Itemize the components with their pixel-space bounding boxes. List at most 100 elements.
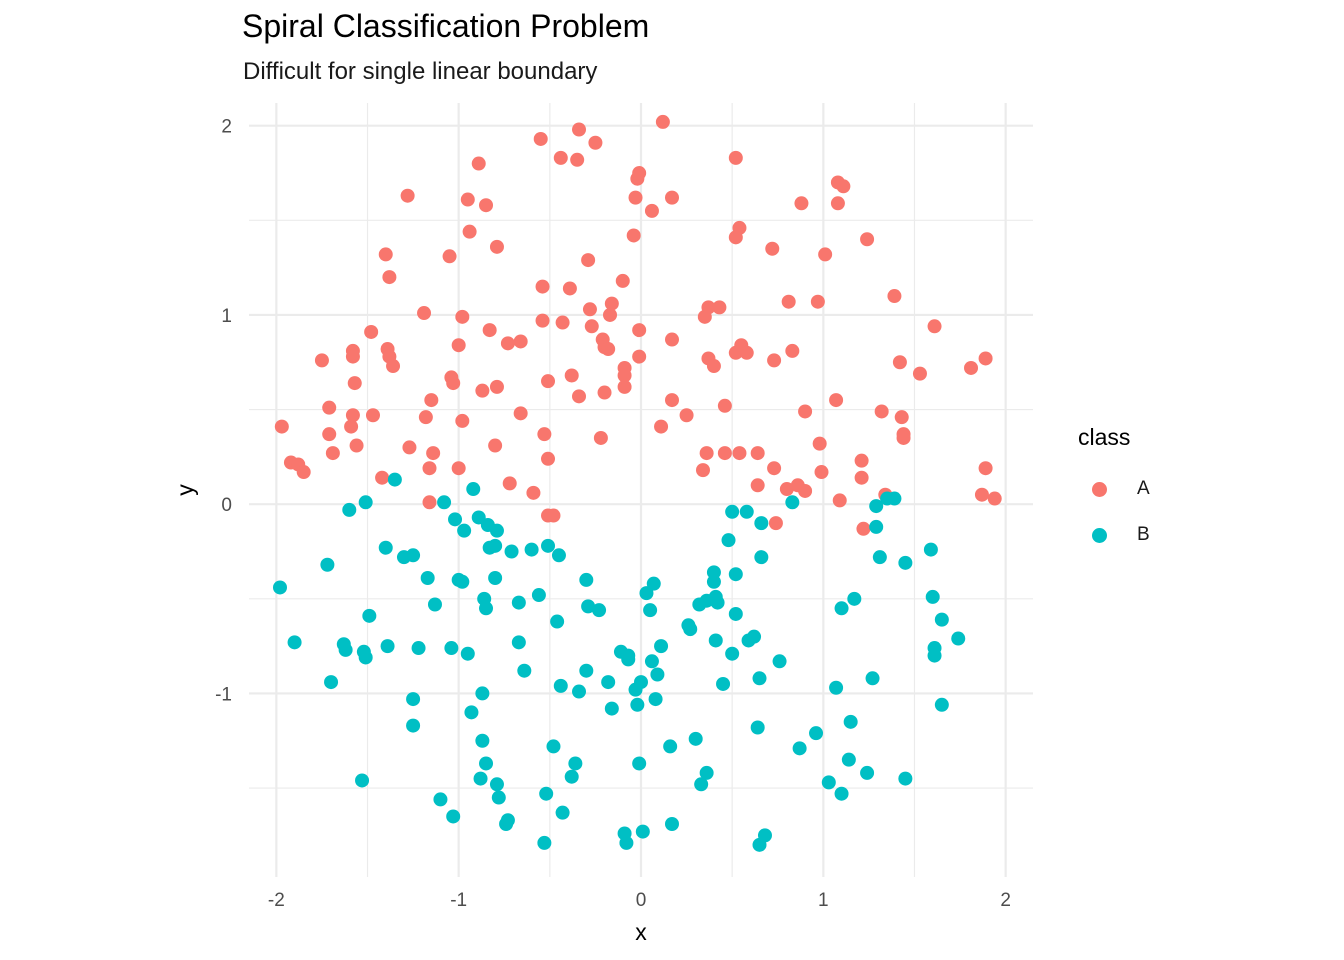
- point-class-a: [654, 419, 669, 434]
- point-class-b: [639, 586, 654, 601]
- point-class-b: [406, 692, 421, 707]
- point-class-a: [537, 427, 552, 442]
- point-class-b: [694, 777, 709, 792]
- point-class-a: [794, 196, 809, 211]
- point-class-a: [345, 408, 360, 423]
- point-class-b: [927, 648, 942, 663]
- point-class-a: [987, 491, 1002, 506]
- point-class-b: [427, 597, 442, 612]
- point-class-b: [739, 504, 754, 519]
- point-class-a: [603, 307, 618, 322]
- point-class-a: [964, 360, 979, 375]
- point-class-a: [750, 478, 765, 493]
- point-class-b: [504, 544, 519, 559]
- point-class-a: [274, 419, 289, 434]
- point-class-b: [841, 752, 856, 767]
- point-class-b: [479, 756, 494, 771]
- point-class-b: [448, 512, 463, 527]
- point-class-a: [422, 461, 437, 476]
- point-class-a: [927, 319, 942, 334]
- point-class-a: [810, 294, 825, 309]
- point-class-b: [716, 676, 731, 691]
- point-class-a: [615, 273, 630, 288]
- point-class-a: [535, 279, 550, 294]
- point-class-b: [951, 631, 966, 646]
- point-class-a: [832, 493, 847, 508]
- point-class-b: [809, 726, 824, 741]
- point-class-a: [541, 374, 556, 389]
- point-class-a: [860, 232, 875, 247]
- point-class-a: [695, 463, 710, 478]
- point-class-a: [475, 383, 490, 398]
- point-class-a: [562, 281, 577, 296]
- point-class-b: [320, 557, 335, 572]
- point-class-b: [489, 777, 504, 792]
- point-class-b: [500, 813, 515, 828]
- point-class-a: [779, 482, 794, 497]
- point-class-a: [364, 324, 379, 339]
- point-class-b: [663, 739, 678, 754]
- point-class-a: [344, 419, 359, 434]
- point-class-a: [739, 345, 754, 360]
- point-class-b: [380, 639, 395, 654]
- point-class-b: [792, 741, 807, 756]
- point-class-b: [847, 591, 862, 606]
- point-class-a: [767, 353, 782, 368]
- point-class-a: [732, 446, 747, 461]
- point-class-b: [537, 835, 552, 850]
- legend-key-a: [1092, 481, 1107, 497]
- point-class-b: [553, 678, 568, 693]
- point-class-a: [570, 152, 585, 167]
- point-class-a: [812, 436, 827, 451]
- y-tick-label: 1: [221, 306, 232, 327]
- point-class-a: [604, 296, 619, 311]
- point-class-a: [500, 336, 515, 351]
- point-class-a: [765, 241, 780, 256]
- point-class-a: [513, 406, 528, 421]
- point-class-a: [679, 408, 694, 423]
- x-tick-label: 2: [1000, 890, 1011, 911]
- point-class-a: [365, 408, 380, 423]
- point-class-b: [572, 684, 587, 699]
- point-class-a: [874, 404, 889, 419]
- point-class-b: [550, 614, 565, 629]
- point-class-a: [479, 198, 494, 213]
- point-class-a: [386, 359, 401, 374]
- point-class-b: [551, 548, 566, 563]
- point-class-a: [664, 332, 679, 347]
- point-class-a: [582, 302, 597, 317]
- chart-subtitle: Difficult for single linear boundary: [243, 58, 598, 85]
- point-class-a: [593, 430, 608, 445]
- point-class-a: [422, 495, 437, 510]
- point-class-b: [287, 635, 302, 650]
- point-class-a: [488, 438, 503, 453]
- point-class-a: [378, 247, 393, 262]
- legend-label-a: A: [1137, 478, 1150, 499]
- x-tick-label: -2: [268, 890, 285, 911]
- x-tick-label: -1: [450, 890, 467, 911]
- point-class-b: [728, 567, 743, 582]
- point-class-a: [584, 319, 599, 334]
- legend-item-a: A: [1092, 475, 1150, 503]
- point-class-b: [466, 482, 481, 497]
- x-tick-label: 1: [818, 890, 829, 911]
- point-class-b: [752, 671, 767, 686]
- point-class-b: [511, 635, 526, 650]
- point-class-a: [717, 446, 732, 461]
- point-class-b: [643, 603, 658, 618]
- point-class-a: [597, 385, 612, 400]
- y-tick-label: -1: [215, 684, 232, 705]
- point-class-b: [923, 542, 938, 557]
- point-class-a: [912, 366, 927, 381]
- point-class-a: [829, 393, 844, 408]
- point-class-a: [632, 349, 647, 364]
- point-class-b: [444, 641, 459, 656]
- point-class-a: [382, 270, 397, 285]
- point-class-b: [834, 601, 849, 616]
- point-class-b: [460, 646, 475, 661]
- point-class-a: [814, 465, 829, 480]
- point-class-a: [798, 404, 813, 419]
- point-class-a: [632, 323, 647, 338]
